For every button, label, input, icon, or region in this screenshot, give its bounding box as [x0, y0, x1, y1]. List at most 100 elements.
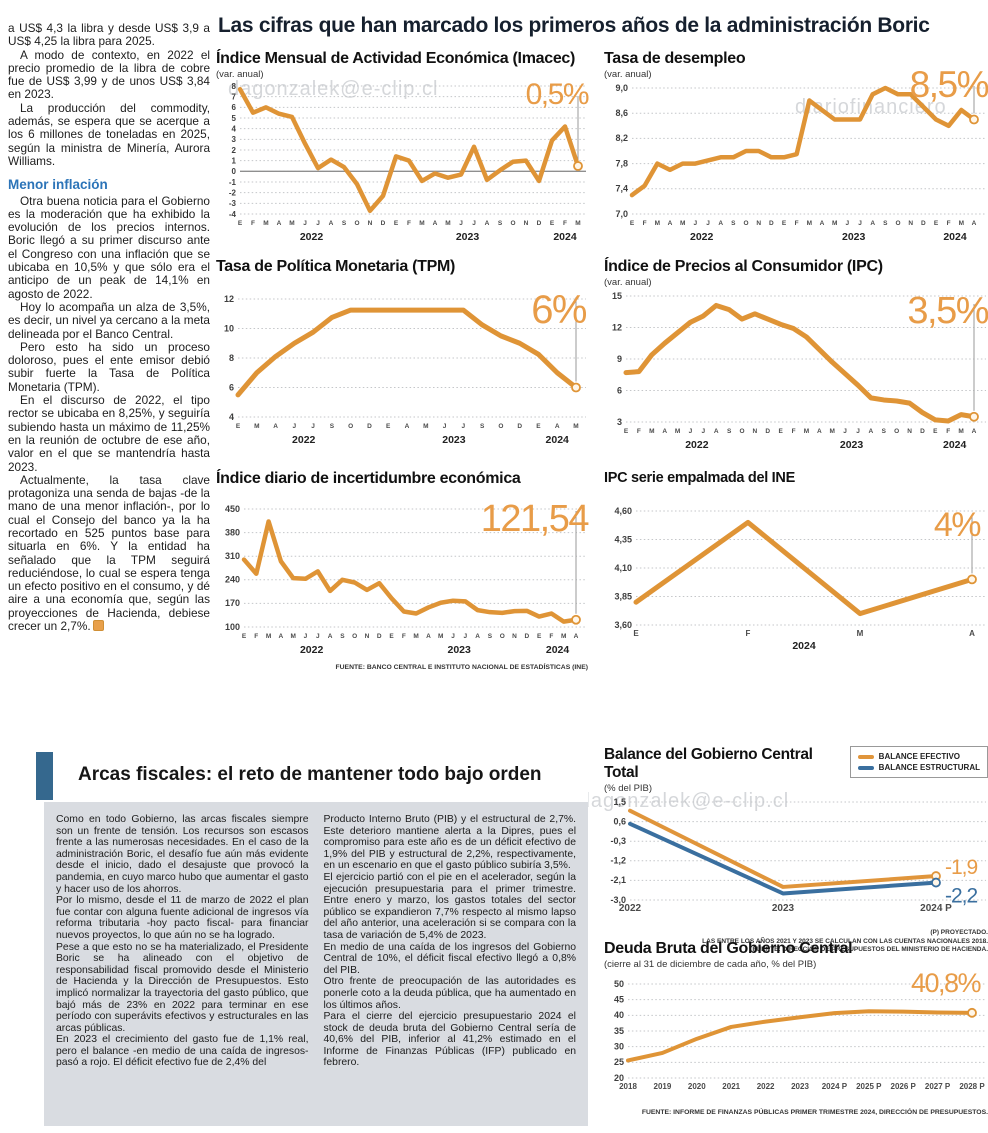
svg-text:J: J: [459, 220, 463, 227]
svg-text:8: 8: [232, 82, 237, 91]
svg-text:7,0: 7,0: [615, 209, 628, 219]
svg-text:S: S: [498, 220, 503, 227]
svg-text:S: S: [340, 633, 345, 640]
paragraph: El ejercicio partió con el pie en el ace…: [323, 871, 577, 941]
article-paragraphs-top: A modo de contexto, en 2022 el precio pr…: [8, 48, 210, 169]
svg-text:N: N: [908, 220, 913, 227]
svg-text:-2: -2: [229, 188, 237, 197]
svg-text:-1,9: -1,9: [945, 856, 978, 879]
svg-text:450: 450: [225, 504, 240, 514]
fiscal-body: Como en todo Gobierno, las arcas fiscale…: [44, 802, 588, 1126]
chart-title: IPC serie empalmada del INE: [604, 470, 795, 486]
svg-text:N: N: [753, 428, 758, 435]
svg-text:E: E: [389, 633, 394, 640]
fiscal-title: Arcas fiscales: el reto de mantener todo…: [78, 764, 542, 785]
fiscal-column-1: Como en todo Gobierno, las arcas fiscale…: [56, 814, 309, 1114]
svg-text:S: S: [342, 220, 347, 227]
svg-text:M: M: [254, 423, 259, 430]
article-last-paragraph: Actualmente, la tasa clave protagoniza u…: [8, 472, 210, 634]
svg-text:M: M: [263, 220, 268, 227]
svg-text:O: O: [500, 633, 505, 640]
chart-imacec: Índice Mensual de Actividad Económica (I…: [216, 50, 590, 249]
svg-text:J: J: [316, 633, 320, 640]
article-paragraph: a US$ 4,3 la libra y desde US$ 3,9 a US$…: [8, 21, 210, 49]
chart-subtitle: (var. anual): [216, 69, 264, 80]
svg-text:M: M: [830, 428, 835, 435]
svg-text:6: 6: [232, 103, 237, 112]
svg-text:170: 170: [225, 598, 240, 608]
svg-text:E: E: [633, 629, 639, 638]
svg-text:M: M: [438, 633, 443, 640]
svg-text:A: A: [279, 633, 284, 640]
blue-accent-bar: [36, 752, 53, 800]
svg-text:4: 4: [232, 124, 237, 133]
svg-text:E: E: [782, 220, 787, 227]
footnote: (P) PROYECTADO.: [930, 929, 988, 936]
svg-text:-2,2: -2,2: [945, 885, 978, 908]
svg-text:0: 0: [232, 167, 237, 176]
paragraph: Hoy lo acompaña un alza de 3,5%, es deci…: [8, 299, 210, 341]
svg-text:E: E: [394, 220, 399, 227]
svg-text:S: S: [488, 633, 493, 640]
svg-text:25: 25: [614, 1057, 624, 1067]
svg-text:N: N: [756, 220, 761, 227]
svg-text:O: O: [743, 220, 748, 227]
svg-text:F: F: [254, 633, 258, 640]
svg-text:E: E: [934, 220, 939, 227]
chart-plot-area: 4,60 4,35 4,10 3,85 3,60 E F M A 2024: [604, 487, 988, 658]
svg-text:S: S: [480, 423, 485, 430]
svg-text:E: E: [778, 428, 783, 435]
svg-text:4: 4: [229, 412, 234, 422]
chart-subtitle: (var. anual): [604, 277, 652, 288]
chart-balance: Balance del Gobierno Central Total (% de…: [604, 746, 988, 955]
svg-text:A: A: [972, 220, 977, 227]
chart-title: Tasa de Política Monetaria (TPM): [216, 258, 456, 275]
svg-text:J: J: [702, 428, 706, 435]
svg-text:D: D: [524, 633, 529, 640]
svg-text:40: 40: [614, 1010, 624, 1020]
svg-text:O: O: [510, 220, 515, 227]
chart-title: Índice Mensual de Actividad Económica (I…: [216, 50, 576, 67]
svg-text:A: A: [820, 220, 825, 227]
svg-text:6: 6: [229, 382, 234, 392]
svg-text:2024: 2024: [943, 231, 967, 243]
paragraph: Producto Interno Bruto (PIB) y el estruc…: [323, 814, 577, 872]
svg-text:S: S: [883, 220, 888, 227]
svg-text:2023: 2023: [791, 1082, 809, 1091]
svg-text:F: F: [407, 220, 411, 227]
svg-text:N: N: [524, 220, 529, 227]
chart-source: FUENTE: INFORME DE FINANZAS PÚBLICAS PRI…: [641, 1109, 988, 1116]
svg-text:A: A: [475, 633, 480, 640]
chart-annotation-value: 0,5%: [525, 78, 590, 111]
svg-text:M: M: [445, 220, 450, 227]
svg-text:O: O: [354, 220, 359, 227]
svg-text:D: D: [920, 428, 925, 435]
svg-text:F: F: [792, 428, 796, 435]
svg-text:J: J: [858, 220, 862, 227]
svg-text:2024: 2024: [792, 640, 816, 652]
legend-swatch-estructural: [857, 765, 874, 770]
svg-text:M: M: [655, 220, 660, 227]
svg-text:S: S: [882, 428, 887, 435]
svg-text:F: F: [946, 428, 950, 435]
svg-text:M: M: [958, 428, 963, 435]
svg-text:3,85: 3,85: [614, 591, 632, 601]
svg-text:2024: 2024: [546, 434, 570, 446]
svg-text:E: E: [536, 423, 541, 430]
svg-text:2024: 2024: [943, 439, 967, 451]
svg-text:A: A: [972, 428, 977, 435]
svg-text:2022: 2022: [292, 434, 316, 446]
svg-text:4,35: 4,35: [614, 534, 632, 544]
svg-text:2018: 2018: [619, 1082, 637, 1091]
svg-text:A: A: [817, 428, 822, 435]
article-column: a US$ 4,3 la libra y desde US$ 3,9 a US$…: [8, 21, 210, 634]
svg-text:E: E: [630, 220, 635, 227]
svg-text:1,5: 1,5: [613, 797, 626, 807]
svg-text:A: A: [662, 428, 667, 435]
svg-text:2022: 2022: [619, 903, 642, 914]
svg-text:240: 240: [225, 575, 240, 585]
svg-text:M: M: [423, 423, 428, 430]
